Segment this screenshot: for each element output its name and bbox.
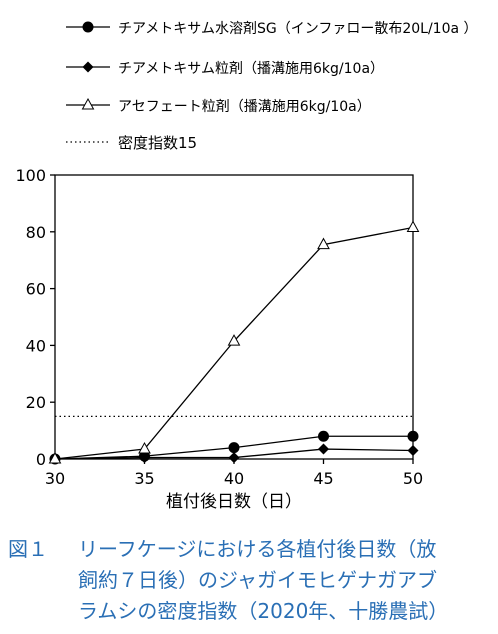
x-tick-label: 40 xyxy=(224,469,244,488)
plot-marks xyxy=(48,220,420,465)
data-point xyxy=(227,334,241,346)
y-tick-label: 0 xyxy=(36,450,46,469)
data-point xyxy=(48,451,62,464)
data-point xyxy=(139,452,150,464)
data-point xyxy=(407,444,419,456)
data-point xyxy=(406,220,420,233)
y-tick-label: 20 xyxy=(26,393,46,412)
data-point xyxy=(138,442,151,454)
data-point xyxy=(317,237,330,250)
y-axis-ticks: 0 20 40 60 80 100 xyxy=(15,166,55,469)
legend-label: チアメトキサム水溶剤SG（インファロー散布20L/10a ） xyxy=(118,21,478,37)
data-point xyxy=(228,452,240,464)
data-point xyxy=(407,430,419,442)
series-diamond xyxy=(49,443,419,465)
x-axis-ticks: 30 35 40 45 50 xyxy=(45,459,423,488)
y-tick-label: 60 xyxy=(26,280,46,299)
y-tick-label: 40 xyxy=(26,336,46,355)
legend-label: チアメトキサム粒剤（播溝施用6kg/10a） xyxy=(118,61,384,77)
x-tick-label: 30 xyxy=(45,469,65,488)
legend: チアメトキサム水溶剤SG（インファロー散布20L/10a ） チアメトキサム粒剤（… xyxy=(66,21,478,152)
x-tick-label: 50 xyxy=(403,469,423,488)
caption-line-3: ラムシの密度指数（2020年、十勝農試） xyxy=(78,599,449,623)
caption-text: リーフケージにおける各植付後日数（放 飼約７日後）のジャガイモヒゲナガアブ ラム… xyxy=(78,534,498,627)
x-axis-label: 植付後日数（日） xyxy=(166,492,302,512)
x-tick-label: 45 xyxy=(313,469,333,488)
caption-line-2: 飼約７日後）のジャガイモヒゲナガアブ xyxy=(78,568,437,592)
caption-line-1: リーフケージにおける各植付後日数（放 xyxy=(78,537,437,561)
legend-label: アセフェート粒剤（播溝施用6kg/10a） xyxy=(118,99,371,115)
x-tick-label: 35 xyxy=(134,469,154,488)
figure-number: 図１ xyxy=(8,537,48,561)
legend-marker xyxy=(81,97,95,110)
legend-marker xyxy=(82,21,94,33)
y-tick-label: 100 xyxy=(15,166,46,185)
y-tick-label: 80 xyxy=(26,223,46,242)
data-point xyxy=(318,430,329,442)
legend-marker xyxy=(82,61,94,73)
data-point xyxy=(318,443,329,455)
plot-frame xyxy=(54,174,414,460)
legend-label: 密度指数15 xyxy=(118,134,197,152)
chart: チアメトキサム水溶剤SG（インファロー散布20L/10a ） チアメトキサム粒剤（… xyxy=(15,21,478,512)
data-point xyxy=(228,442,240,454)
series-triangle xyxy=(48,220,420,464)
axes: 0 20 40 60 80 100 30 35 40 45 50 植付後日数（日） xyxy=(15,166,423,512)
